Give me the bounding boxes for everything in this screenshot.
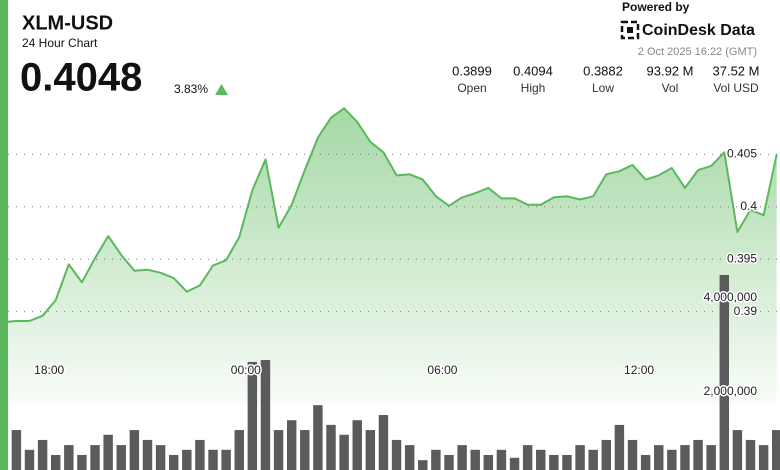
- volume-bar: [273, 430, 284, 470]
- volume-bar: [90, 445, 100, 470]
- volume-bar: [365, 430, 376, 470]
- stats: 0.3899 Open 0.4094 High 0.3882 Low 93.92 M Vol 3…: [452, 63, 759, 95]
- stat-label: High: [521, 81, 546, 95]
- volume-bar: [260, 360, 271, 470]
- stat-value: 0.3899: [452, 63, 492, 78]
- volume-bar: [693, 439, 703, 470]
- volume-bar: [680, 445, 690, 470]
- volume-bar: [509, 457, 520, 470]
- accent-strip: [0, 0, 8, 470]
- volume-bar: [142, 439, 153, 470]
- volume-bar: [758, 445, 769, 470]
- volume-bar: [300, 430, 310, 470]
- volume-bar: [352, 420, 362, 470]
- volume-bar: [103, 434, 113, 470]
- y2-tick-label: 4,000,000: [704, 290, 758, 304]
- brand-name: CoinDesk Data: [642, 22, 755, 39]
- volume-bar: [404, 445, 415, 470]
- area-fill: [3, 108, 777, 405]
- volume-bar: [116, 445, 126, 470]
- volume-bar: [339, 434, 349, 470]
- volume-bar: [391, 439, 402, 470]
- current-price: 0.4048: [20, 56, 142, 100]
- volume-bar: [431, 449, 441, 470]
- change-percent: 3.83%: [174, 82, 208, 96]
- volume-bar: [221, 449, 231, 470]
- volume-bar: [522, 445, 533, 470]
- volume-bar: [457, 445, 467, 470]
- stat-value: 0.4094: [513, 63, 553, 78]
- y-tick-label: 0.39: [734, 304, 758, 318]
- brand-logo: [620, 20, 640, 40]
- volume-bar: [129, 430, 140, 470]
- volume-bar: [378, 415, 389, 470]
- x-tick-label: 06:00: [427, 363, 457, 377]
- volume-bar: [313, 405, 323, 470]
- volume-bar: [155, 445, 166, 470]
- stat-label: Low: [592, 81, 614, 95]
- y-tick-label: 0.405: [727, 147, 757, 161]
- volume-bar: [588, 449, 598, 470]
- stat-value: 0.3882: [583, 63, 623, 78]
- volume-bar: [418, 460, 428, 470]
- volume-bar: [483, 454, 494, 470]
- stat-value: 37.52 M: [713, 63, 760, 78]
- stat-label: Vol: [662, 81, 679, 95]
- volume-bar: [496, 449, 507, 470]
- volume-bar: [24, 449, 35, 470]
- volume-bar: [326, 424, 336, 470]
- volume-bar: [37, 439, 48, 470]
- volume-bar: [444, 454, 454, 470]
- volume-bar: [627, 439, 638, 470]
- volume-bar: [732, 430, 743, 470]
- timestamp: 2 Oct 2025 16:22 (GMT): [638, 46, 757, 58]
- y-tick-label: 0.4: [740, 199, 757, 213]
- y2-tick-label: 2,000,000: [704, 384, 758, 398]
- volume-bar: [536, 449, 546, 470]
- volume-bar: [772, 430, 780, 470]
- stat-label: Open: [457, 81, 486, 95]
- volume-bar: [50, 454, 61, 470]
- volume-bar: [601, 439, 612, 470]
- volume-bar: [286, 420, 297, 470]
- volume-bar: [719, 274, 730, 470]
- volume-bar: [640, 454, 651, 470]
- volume-bar: [234, 430, 244, 470]
- volume-bar: [11, 430, 22, 470]
- symbol: XLM-USD: [22, 12, 113, 34]
- volume-bar: [64, 445, 74, 470]
- volume-bar: [168, 454, 179, 470]
- volume-bar: [549, 454, 559, 470]
- volume-bar: [562, 454, 572, 470]
- subtitle: 24 Hour Chart: [22, 36, 98, 50]
- powered-by: Powered by: [622, 0, 690, 14]
- volume-bar: [614, 424, 625, 470]
- volume-bar: [575, 445, 585, 470]
- volume-bar: [654, 445, 664, 470]
- stat-value: 93.92 M: [647, 63, 694, 78]
- volume-bar: [667, 449, 677, 470]
- stat-label: Vol USD: [713, 81, 759, 95]
- volume-bar: [706, 445, 716, 470]
- volume-bar: [195, 439, 205, 470]
- x-tick-label: 00:00: [231, 363, 261, 377]
- volume-bar: [208, 449, 218, 470]
- y-tick-label: 0.395: [727, 251, 757, 265]
- volume-bar: [182, 449, 192, 470]
- volume-bar: [745, 439, 756, 470]
- volume-bar: [247, 361, 258, 470]
- up-arrow: [215, 84, 228, 95]
- plot-area: 18:00 00:00 06:00 12:00 0.39 0.395 0.4 0.405 2,0…: [0, 107, 780, 470]
- price-line: [3, 107, 778, 324]
- volume-bar: [77, 454, 87, 470]
- x-tick-label: 18:00: [34, 363, 64, 377]
- x-tick-label: 12:00: [624, 363, 654, 377]
- volume-bar: [470, 449, 480, 470]
